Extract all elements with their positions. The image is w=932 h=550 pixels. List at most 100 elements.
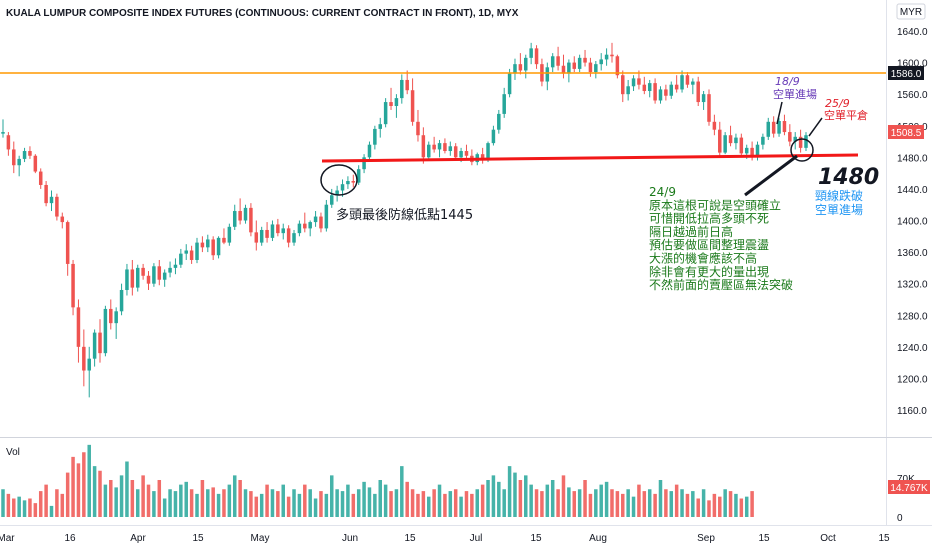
candle-body — [17, 158, 21, 166]
volume-bar — [28, 498, 32, 517]
candle-body — [771, 121, 776, 134]
candle — [534, 45, 539, 69]
candle — [356, 165, 361, 185]
candle — [664, 84, 668, 101]
candle — [453, 143, 458, 159]
candle — [351, 174, 356, 188]
volume-bar — [728, 491, 733, 517]
volume-bar — [475, 489, 480, 517]
volume-bar — [276, 491, 280, 517]
candle-body — [766, 121, 771, 137]
time-label: Aug — [589, 533, 607, 544]
candle-body — [691, 81, 695, 85]
candle — [464, 144, 469, 159]
candle — [49, 190, 54, 212]
volume-bar — [739, 498, 744, 517]
volume-bar — [615, 491, 620, 517]
candle — [577, 54, 582, 73]
last-volume-tag — [888, 480, 930, 494]
volume-bar — [637, 484, 641, 517]
candle-body — [109, 308, 113, 324]
candle — [405, 70, 409, 95]
candle-body — [114, 311, 118, 324]
volume-bar — [577, 489, 582, 517]
candle-body — [497, 113, 501, 130]
candle — [335, 185, 339, 202]
volume-bar — [33, 503, 38, 517]
candle-body — [265, 229, 269, 238]
candle — [691, 78, 695, 95]
volume-bar — [486, 480, 490, 517]
volume-bar — [109, 480, 113, 517]
candle-body — [168, 267, 172, 273]
volume-bar — [394, 489, 399, 517]
candle — [324, 199, 329, 232]
candle-body — [588, 62, 593, 73]
candle — [65, 220, 70, 276]
volume-bar — [346, 484, 350, 517]
candle-body — [103, 308, 108, 354]
volume-bar — [410, 489, 415, 517]
candle — [448, 141, 453, 156]
volume-bar — [162, 498, 167, 517]
candle-body — [664, 89, 668, 96]
candle — [130, 259, 135, 296]
candle — [389, 87, 393, 110]
candle — [98, 319, 102, 363]
volume-bar — [222, 489, 226, 517]
volume-bar — [389, 491, 393, 517]
candle-body — [141, 267, 145, 276]
volume-bar — [319, 491, 323, 517]
candle — [76, 299, 81, 363]
candle — [761, 133, 765, 150]
volume-bar — [712, 493, 717, 517]
candle — [1, 119, 5, 138]
candle-body — [335, 190, 339, 196]
volume-bar — [691, 491, 695, 517]
candle-body — [340, 184, 345, 191]
currency-badge-box[interactable] — [896, 3, 926, 20]
candle-body — [421, 135, 426, 158]
price-tick: 1240.0 — [897, 343, 928, 354]
candle-body — [491, 129, 496, 144]
volume-bar — [491, 475, 496, 517]
candle-body — [728, 135, 733, 144]
candle-body — [583, 57, 587, 63]
neckline[interactable] — [321, 153, 859, 163]
volume-bar — [281, 484, 285, 517]
short-close-text: 空單平倉 — [824, 108, 868, 122]
candle-body — [524, 57, 528, 71]
candle — [470, 149, 474, 166]
volume-bar — [626, 489, 630, 517]
price-tick: 1600.0 — [897, 59, 928, 70]
volume-bar — [157, 480, 162, 517]
candle — [33, 154, 38, 174]
candle-body — [162, 272, 167, 280]
candle-body — [346, 181, 350, 185]
volume-bar — [718, 496, 722, 517]
volume-bar — [335, 489, 339, 517]
time-label: Mar — [0, 533, 15, 544]
volume-bar — [518, 480, 523, 517]
candle — [572, 56, 577, 73]
support-circle — [320, 164, 358, 196]
candle — [265, 222, 269, 243]
candle — [766, 117, 771, 140]
candle-body — [367, 144, 372, 158]
candle — [518, 53, 523, 75]
candle — [588, 57, 593, 77]
candle-body — [545, 67, 550, 82]
candle-body — [259, 229, 264, 243]
volume-tick-70k: 70K — [897, 474, 915, 485]
candle-body — [400, 79, 404, 99]
candle — [373, 125, 377, 150]
candle-body — [610, 54, 614, 57]
time-label: Sep — [697, 533, 715, 544]
candle — [114, 307, 118, 339]
volume-bar — [114, 487, 118, 517]
candle-body — [28, 151, 32, 156]
volume-bar — [6, 493, 11, 517]
volume-bar — [270, 489, 275, 517]
analysis-note: 24/9原本這根可說是空頭確立可惜開低拉高多頭不死隔日越過前日高預估要做區間整理… — [649, 185, 793, 292]
